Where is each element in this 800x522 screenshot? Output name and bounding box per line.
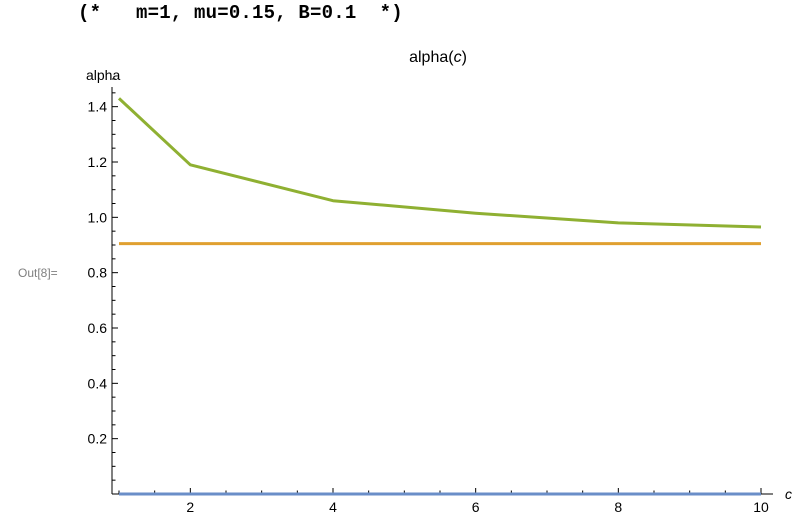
y-axis-label: alpha — [86, 67, 120, 83]
x-axis-label: c — [785, 486, 792, 502]
y-tick-label: 1.2 — [88, 154, 108, 170]
chart-title: alpha(c) — [409, 49, 467, 66]
input-comment: (* m=1, mu=0.15, B=0.1 *) — [78, 2, 403, 24]
y-tick-label: 1.4 — [88, 99, 108, 115]
y-tick-label: 0.4 — [88, 375, 108, 391]
x-tick-label: 4 — [329, 499, 337, 515]
series-line-1 — [117, 97, 762, 229]
x-tick-label: 8 — [614, 499, 622, 515]
series-layer — [117, 97, 762, 496]
x-tick-label: 6 — [472, 499, 480, 515]
x-tick-label: 10 — [753, 499, 769, 515]
y-tick-label: 1.0 — [88, 209, 108, 225]
y-tick-label: 0.8 — [88, 265, 108, 281]
x-tick-label: 2 — [186, 499, 194, 515]
output-label: Out[8]= — [18, 266, 58, 280]
y-tick-label: 0.6 — [88, 320, 108, 336]
y-tick-label: 0.2 — [88, 431, 108, 447]
axes: 2 4 6 8 10 0.2 0.4 0.6 0.8 1.0 1.2 1.4 — [88, 78, 773, 515]
